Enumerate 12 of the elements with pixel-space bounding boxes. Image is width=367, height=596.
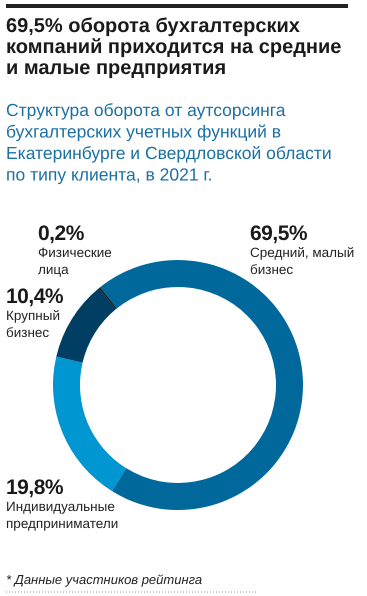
donut-slice [98,287,117,310]
data-label: 0,2% [38,222,85,245]
text: * Данные участников рейтинга [6,572,202,587]
data-label: 69,5% [250,222,308,245]
chart-subtitle: Структура оборота от аутсорсинга бухгалтерских учетных функций в Екатеринбурге и Свердловской области по типу клиента, в 2021 г. [6,100,332,184]
slice-label: Крупный бизнес [6,308,60,340]
slice-label: Физические лица [38,245,112,277]
chart-title: 69,5% оборота бухгалтерских компаний приходится на средние и малые предприятия [6,15,342,79]
slice-label: Индивидуальные предприниматели [6,499,118,531]
data-label: 19,8% [6,476,64,499]
data-label: 10,4% [6,285,64,308]
slice-label: Средний, малый бизнес [250,245,354,277]
